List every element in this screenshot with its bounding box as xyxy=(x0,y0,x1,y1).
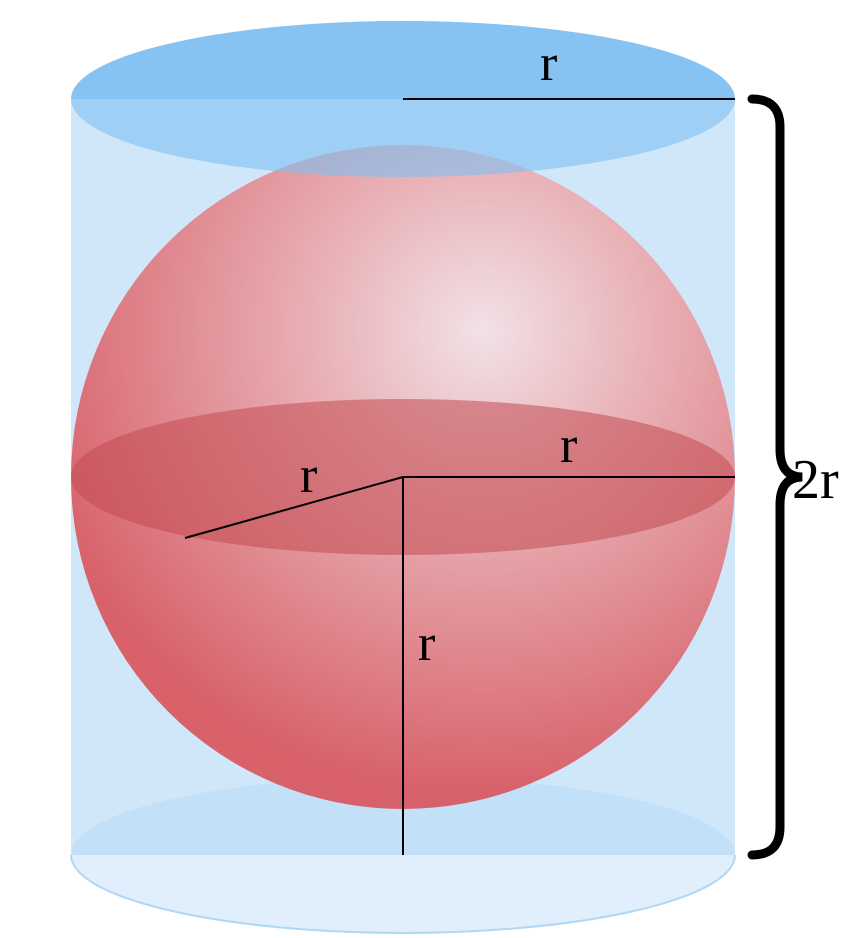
label-r-mid-diag: r xyxy=(300,450,317,502)
diagram-svg xyxy=(0,0,860,938)
diagram-stage: r r r r 2r xyxy=(0,0,860,938)
label-r-mid-right: r xyxy=(560,420,577,472)
label-r-top: r xyxy=(540,38,557,90)
label-r-vertical: r xyxy=(418,618,435,670)
label-2r: 2r xyxy=(792,452,839,508)
